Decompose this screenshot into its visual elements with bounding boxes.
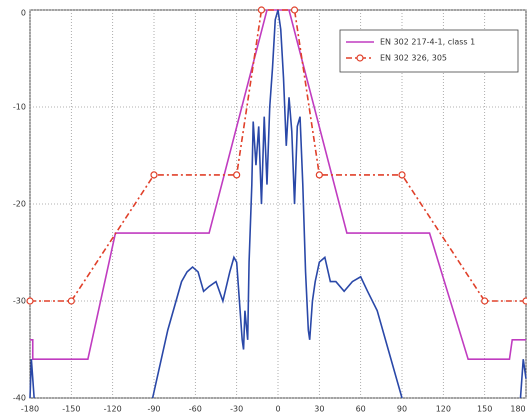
x-tick-label: 60 — [356, 405, 366, 414]
x-tick-label: 120 — [436, 405, 451, 414]
x-tick-label: -30 — [230, 405, 243, 414]
series-marker — [26, 297, 34, 305]
series-marker — [481, 297, 489, 305]
x-tick-label: 0 — [275, 405, 280, 414]
x-tick-label: -150 — [62, 405, 80, 414]
series-marker — [522, 297, 527, 305]
y-tick-label: -20 — [13, 200, 26, 209]
x-tick-label: -60 — [189, 405, 202, 414]
series-marker — [315, 171, 323, 179]
legend-marker — [356, 54, 364, 62]
legend-label: EN 302 326, 305 — [380, 54, 447, 63]
legend-label: EN 302 217-4-1, class 1 — [380, 38, 475, 47]
plot-area — [29, 9, 527, 399]
series-marker — [233, 171, 241, 179]
y-tick-label: 0 — [21, 9, 26, 18]
x-tick-label: 90 — [397, 405, 407, 414]
y-tick-label: -30 — [13, 297, 26, 306]
x-tick-label: 150 — [477, 405, 492, 414]
x-tick-label: 30 — [314, 405, 324, 414]
x-tick-label: -120 — [104, 405, 122, 414]
y-tick-label: -10 — [13, 103, 26, 112]
series-marker — [290, 6, 299, 14]
x-tick-label: -90 — [147, 405, 160, 414]
series-line — [29, 9, 527, 399]
series-marker — [398, 171, 406, 179]
x-tick-label: -180 — [21, 405, 39, 414]
series-marker — [150, 171, 158, 179]
y-tick-label: -40 — [13, 394, 26, 403]
series-marker — [67, 297, 75, 305]
series-marker — [257, 6, 266, 14]
legend-box — [339, 29, 519, 73]
x-tick-label: 180 — [510, 405, 525, 414]
